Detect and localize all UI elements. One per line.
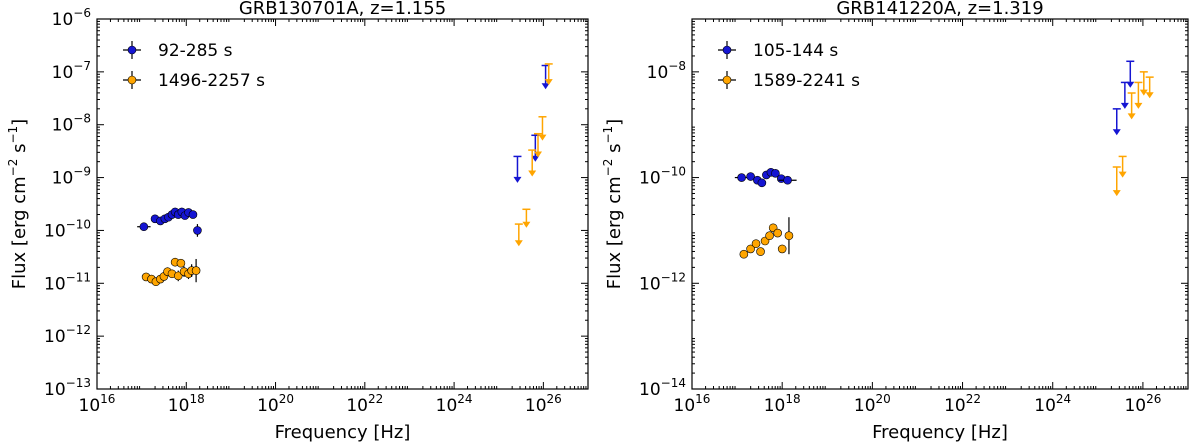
y-tick-label: 10−8 — [647, 59, 686, 83]
x-axis-label: Frequency [Hz] — [275, 422, 411, 443]
data-point — [773, 228, 782, 238]
series-2 — [739, 71, 1154, 259]
data-point — [765, 231, 774, 241]
x-tick-label: 1018 — [764, 392, 801, 416]
data-point — [757, 178, 767, 188]
upper-limit-arrow — [1134, 102, 1143, 109]
upper-limit-arrow — [1127, 113, 1136, 120]
legend: 92-285 s 1496-2257 s — [123, 41, 265, 91]
x-axis-label: Frequency [Hz] — [872, 422, 1008, 443]
upper-limit-arrow — [544, 79, 553, 86]
y-tick-label: 10−13 — [44, 376, 91, 400]
legend-label: 92-285 s — [158, 41, 233, 61]
upper-limit-arrow — [1120, 102, 1129, 109]
x-tick-label: 1016 — [79, 392, 116, 416]
x-tick-label: 1022 — [346, 392, 383, 416]
data-point — [756, 247, 765, 256]
upper-limit-arrow — [538, 134, 547, 141]
legend-marker — [127, 45, 137, 55]
upper-limit-arrow — [1118, 171, 1127, 178]
upper-limit-arrow — [528, 170, 537, 177]
data-point — [191, 266, 201, 275]
x-tick-label: 1024 — [436, 392, 473, 416]
legend-marker — [722, 75, 732, 85]
x-tick-label: 1020 — [257, 392, 294, 416]
upper-limit-arrow — [534, 151, 543, 158]
y-axis-label: Flux [erg cm−2 s−1] — [601, 119, 625, 289]
x-tick-label: 1026 — [525, 392, 562, 416]
y-tick-label: 10−12 — [639, 270, 686, 294]
x-tick-label: 1018 — [168, 392, 205, 416]
x-tick-label: 1026 — [1124, 392, 1161, 416]
data-point — [751, 239, 761, 248]
y-tick-label: 10−10 — [639, 165, 686, 189]
y-tick-label: 10−8 — [52, 112, 91, 136]
upper-limit-arrow — [514, 240, 523, 247]
data-point — [739, 249, 749, 259]
chart-title: GRB141220A, z=1.319 — [836, 0, 1043, 19]
upper-limit-arrow — [1126, 81, 1135, 88]
x-tick-label: 1016 — [674, 392, 711, 416]
y-tick-label: 10−9 — [52, 165, 91, 189]
chart-2: 1016 1018 1020 1022 1024 1026 10−14 10−12 10−10 1… — [601, 0, 1189, 443]
upper-limit-arrow — [1112, 129, 1121, 136]
data-point — [746, 244, 755, 254]
legend-label: 1589-2241 s — [753, 71, 860, 91]
data-point — [784, 231, 794, 241]
y-tick-label: 10−14 — [639, 376, 686, 400]
upper-limit-arrow — [1112, 190, 1121, 197]
series-1 — [734, 60, 1135, 188]
x-tick-label: 1022 — [944, 392, 981, 416]
series-2 — [141, 63, 553, 287]
legend-marker — [722, 45, 732, 55]
legend-marker — [127, 75, 137, 85]
y-axis-label: Flux [erg cm−2 s−1] — [6, 119, 30, 289]
y-tick-label: 10−6 — [52, 6, 91, 30]
data-point — [193, 226, 202, 235]
data-point — [777, 244, 787, 254]
chart-title: GRB130701A, z=1.155 — [239, 0, 446, 19]
y-tick-label: 10−7 — [52, 59, 91, 83]
plot-frame — [96, 18, 589, 390]
data-point — [139, 222, 149, 232]
data-point — [737, 173, 746, 182]
upper-limit-arrow — [1145, 92, 1154, 99]
upper-limit-arrow — [531, 155, 540, 162]
data-point — [746, 172, 755, 181]
x-tick-label: 1024 — [1034, 392, 1071, 416]
chart-1: 1016 1018 1020 1022 1024 1026 10−13 10−12 10−11 1… — [6, 0, 589, 443]
series-1 — [137, 64, 550, 237]
data-point — [173, 271, 183, 281]
x-tick-label: 1020 — [854, 392, 891, 416]
data-point — [771, 169, 780, 178]
legend-label: 105-144 s — [753, 41, 838, 61]
upper-limit-arrow — [1139, 89, 1148, 96]
legend: 105-144 s 1589-2241 s — [718, 41, 860, 91]
data-point — [176, 258, 186, 268]
data-point — [188, 210, 198, 219]
upper-limit-arrow — [541, 83, 550, 90]
legend-label: 1496-2257 s — [158, 71, 265, 91]
y-tick-label: 10−10 — [44, 217, 91, 241]
data-point — [783, 175, 792, 185]
y-tick-label: 10−12 — [44, 323, 91, 347]
upper-limit-arrow — [513, 176, 522, 183]
plot-frame — [691, 18, 1189, 390]
y-tick-label: 10−11 — [44, 270, 91, 294]
upper-limit-arrow — [522, 221, 531, 228]
